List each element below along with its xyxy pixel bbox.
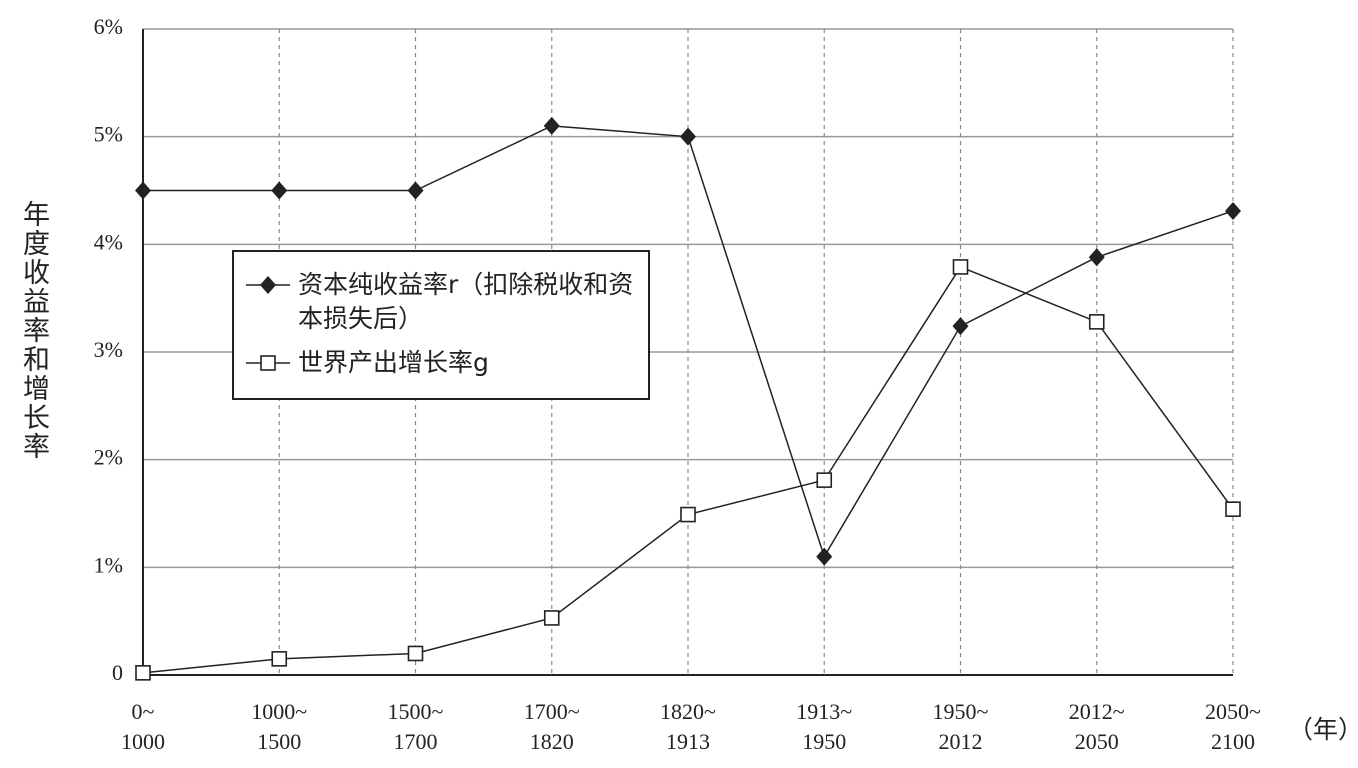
marker	[1088, 314, 1105, 330]
x-tick-label: 1000~ 1500	[251, 699, 308, 754]
marker	[407, 645, 424, 662]
marker	[271, 181, 288, 200]
marker	[260, 276, 276, 294]
marker	[1225, 201, 1241, 220]
marker	[543, 610, 560, 626]
marker	[1225, 501, 1241, 517]
y-tick-label: 2%	[94, 445, 123, 470]
y-tick-label: 0	[112, 660, 123, 685]
marker	[680, 127, 696, 146]
legend: 资本纯收益率r（扣除税收和资本损失后） 世界产出增长率g	[232, 250, 650, 400]
legend-item: 资本纯收益率r（扣除税收和资本损失后）	[244, 268, 638, 336]
y-tick-label: 6%	[94, 14, 123, 39]
legend-label: 世界产出增长率g	[298, 348, 489, 377]
marker	[952, 259, 969, 275]
y-tick-label: 3%	[94, 337, 123, 362]
x-tick-label: 0~ 1000	[121, 699, 165, 754]
legend-icon	[246, 276, 290, 294]
y-tick-label: 5%	[94, 122, 123, 147]
y-tick-label: 4%	[94, 229, 123, 254]
marker	[543, 116, 560, 135]
marker	[1088, 248, 1105, 267]
x-tick-label: 1950~ 2012	[932, 699, 989, 754]
x-tick-label: 1820~ 1913	[660, 699, 716, 754]
marker	[816, 547, 833, 566]
x-tick-label: 1700~ 1820	[523, 699, 580, 754]
marker	[816, 472, 833, 488]
x-tick-label: 2012~ 2050	[1068, 699, 1125, 754]
x-tick-label: 1500~ 1700	[387, 699, 444, 754]
marker	[260, 355, 276, 371]
marker	[135, 181, 151, 200]
legend-icon	[246, 355, 290, 371]
x-axis-label: （年）	[1288, 715, 1358, 744]
y-axis-label: 年度收益率和增长率	[18, 200, 49, 461]
marker	[407, 181, 424, 200]
marker	[952, 317, 969, 336]
marker	[271, 651, 288, 667]
legend-label: 资本纯收益率r（扣除税收和资本损失后）	[298, 270, 634, 333]
legend-item: 世界产出增长率g	[244, 346, 638, 380]
x-tick-label: 2050~ 2100	[1205, 699, 1261, 754]
marker	[680, 506, 696, 523]
y-tick-label: 1%	[94, 552, 123, 577]
marker	[135, 665, 151, 681]
x-tick-label: 1913~ 1950	[796, 699, 853, 754]
